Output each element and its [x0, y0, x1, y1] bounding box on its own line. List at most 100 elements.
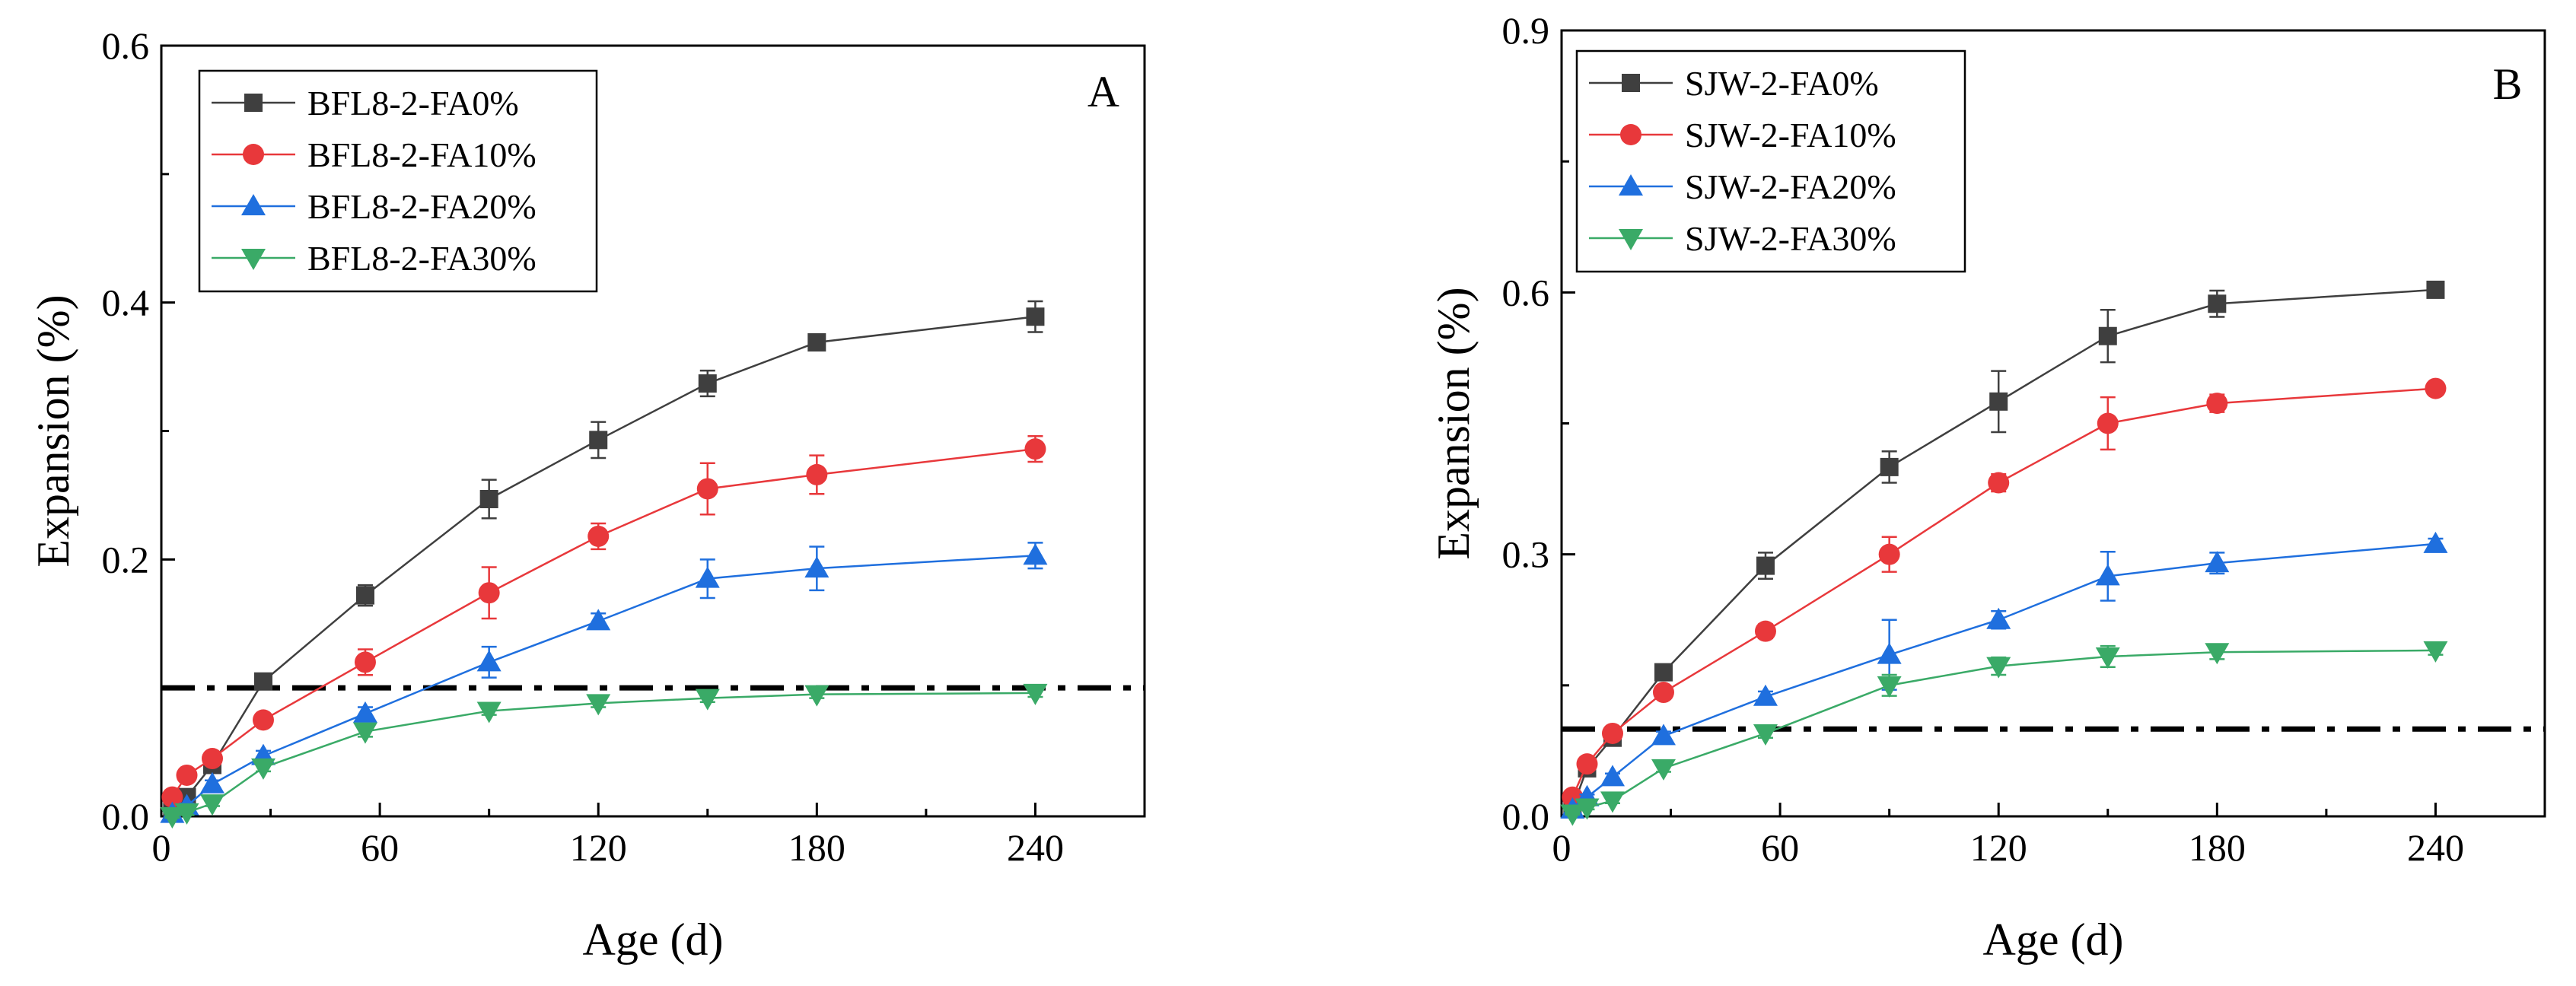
data-point [1754, 620, 1776, 642]
panel-label: A [1087, 67, 1119, 116]
x-axis-label: Age (d) [583, 914, 724, 965]
y-tick-label: 0.6 [102, 24, 150, 67]
legend-box [198, 69, 598, 293]
data-point [1652, 682, 1674, 704]
data-point [1877, 676, 1902, 698]
x-tick-label: 240 [2407, 826, 2464, 869]
data-point [476, 650, 502, 672]
data-point [1575, 798, 1600, 820]
legend-marker [244, 94, 263, 112]
x-tick-label: 0 [152, 826, 171, 869]
y-tick-label: 0.0 [1502, 795, 1550, 838]
series-line [171, 315, 1036, 811]
series-line [1571, 387, 2436, 798]
data-point [352, 701, 377, 723]
data-point [696, 478, 718, 500]
data-point [1576, 753, 1598, 775]
data-point [2095, 647, 2120, 669]
x-tick-label: 240 [1007, 826, 1064, 869]
data-point [479, 489, 498, 508]
data-point [252, 709, 274, 731]
data-point [2205, 551, 2230, 573]
data-point [354, 651, 376, 673]
data-point [1986, 657, 2011, 679]
data-point [1023, 683, 1048, 705]
data-point [199, 771, 224, 794]
data-point [1023, 543, 1048, 565]
data-point [476, 701, 502, 724]
legend-label: BFL8-2-FA10% [307, 135, 537, 174]
y-tick-label: 0.0 [102, 795, 150, 838]
data-point [1026, 307, 1045, 326]
data-point [1651, 759, 1676, 781]
data-point [1601, 722, 1623, 744]
legend-marker [241, 249, 266, 270]
data-point [174, 803, 199, 825]
data-point [160, 807, 185, 829]
data-point [1756, 556, 1775, 575]
y-tick-label: 0.9 [1502, 9, 1550, 52]
data-point [176, 764, 198, 786]
y-axis-label: Expansion (%) [28, 294, 78, 567]
data-point [1880, 457, 1899, 476]
data-point [352, 722, 377, 744]
x-axis-label: Age (d) [1983, 914, 2124, 965]
data-point [1024, 438, 1046, 460]
x-tick-label: 0 [1552, 826, 1571, 869]
data-point [1654, 663, 1673, 682]
data-point [201, 748, 223, 770]
data-point [1989, 392, 2008, 411]
data-point [695, 689, 720, 711]
x-tick-label: 180 [2189, 826, 2246, 869]
data-point [807, 333, 826, 352]
chart-panel-b: 0 60 120 180 240 0.0 0.3 0.6 0.9 Age (d) Expansion… [1428, 9, 2546, 965]
data-point [1651, 724, 1676, 746]
data-point [1753, 684, 1778, 706]
legend-label: BFL8-2-FA30% [307, 239, 537, 278]
data-point [804, 556, 829, 578]
data-point [586, 694, 611, 716]
data-point [587, 525, 610, 547]
data-point [1560, 804, 1585, 826]
data-point [250, 758, 275, 780]
data-point [161, 786, 183, 808]
data-point [2425, 377, 2447, 399]
data-point [2423, 531, 2448, 553]
data-point [2206, 393, 2228, 415]
data-point [2208, 294, 2227, 313]
chart-panel-a: 0 60 120 180 240 0.0 0.2 0.4 0.6 Age (d) Expansion… [28, 24, 1146, 965]
data-point [1988, 472, 2010, 494]
legend-label: BFL8-2-FA20% [307, 187, 537, 226]
legend-label: SJW-2-FA30% [1685, 219, 1896, 258]
data-point [586, 609, 611, 631]
y-tick-label: 0.3 [1502, 533, 1550, 576]
x-tick-label: 60 [361, 826, 399, 869]
y-axis-label: Expansion (%) [1428, 287, 1479, 559]
data-point [589, 431, 608, 450]
data-point [1877, 642, 1902, 664]
data-point [695, 566, 720, 588]
data-point [1600, 791, 1625, 813]
series-line [1571, 649, 2436, 815]
y-tick-label: 0.2 [102, 538, 150, 580]
x-tick-label: 120 [570, 826, 627, 869]
legend-marker [1620, 124, 1641, 145]
data-point [806, 463, 828, 485]
legend-marker [241, 194, 266, 215]
x-tick-label: 60 [1761, 826, 1799, 869]
data-point [1986, 607, 2011, 629]
series-line [171, 555, 1036, 815]
y-tick-label: 0.6 [1502, 271, 1550, 313]
legend-marker [1619, 174, 1643, 196]
data-point [478, 582, 500, 604]
legend-marker [1622, 74, 1640, 92]
legend-label: BFL8-2-FA0% [307, 84, 519, 122]
data-point [2426, 280, 2445, 299]
x-tick-label: 120 [1970, 826, 2027, 869]
data-point [1753, 724, 1778, 746]
y-tick-label: 0.4 [102, 281, 150, 324]
data-point [1878, 543, 1900, 565]
data-point [2205, 643, 2230, 665]
data-point [804, 685, 829, 707]
